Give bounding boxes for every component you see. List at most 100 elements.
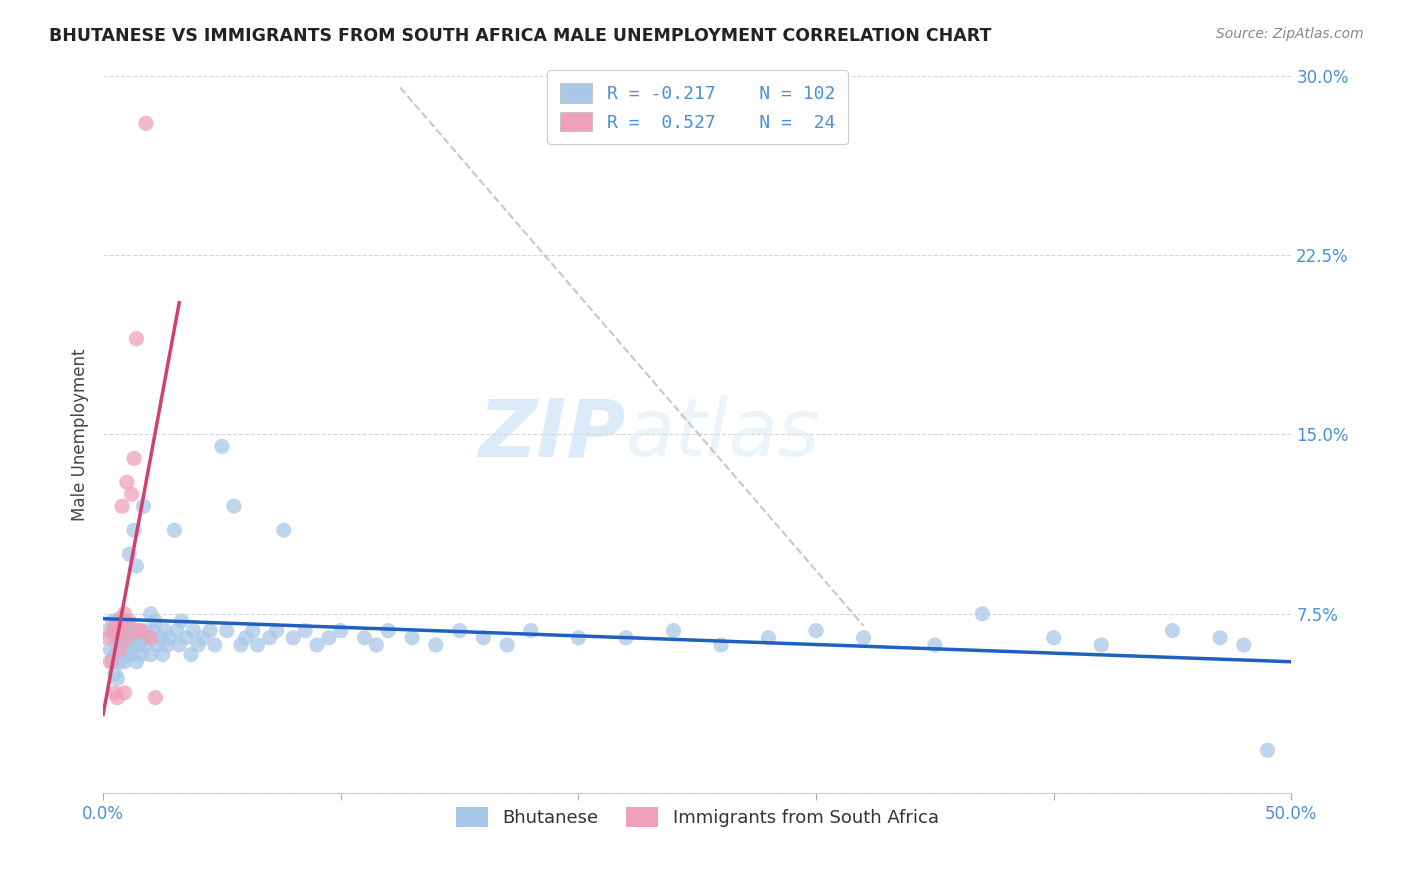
- Point: [105, 624, 128, 638]
- Point: [104, 619, 127, 633]
- Point: [104, 686, 127, 700]
- Point: [104, 648, 127, 662]
- Point: [111, 648, 134, 662]
- Point: [449, 624, 471, 638]
- Point: [614, 631, 637, 645]
- Point: [229, 638, 252, 652]
- Point: [98, 655, 121, 669]
- Point: [183, 624, 205, 638]
- Point: [852, 631, 875, 645]
- Point: [246, 638, 269, 652]
- Point: [142, 624, 165, 638]
- Point: [105, 619, 128, 633]
- Point: [125, 332, 148, 346]
- Point: [972, 607, 994, 621]
- Point: [401, 631, 423, 645]
- Point: [108, 612, 131, 626]
- Point: [283, 631, 305, 645]
- Point: [152, 648, 174, 662]
- Point: [129, 624, 152, 638]
- Point: [115, 648, 138, 662]
- Point: [520, 624, 543, 638]
- Point: [132, 500, 155, 514]
- Point: [273, 523, 295, 537]
- Point: [924, 638, 946, 652]
- Point: [1209, 631, 1232, 645]
- Point: [135, 116, 157, 130]
- Point: [804, 624, 827, 638]
- Point: [170, 614, 193, 628]
- Point: [191, 631, 214, 645]
- Point: [1042, 631, 1064, 645]
- Point: [294, 624, 316, 638]
- Point: [101, 655, 124, 669]
- Point: [1090, 638, 1112, 652]
- Legend: Bhutanese, Immigrants from South Africa: Bhutanese, Immigrants from South Africa: [449, 800, 946, 835]
- Point: [108, 624, 131, 638]
- Point: [377, 624, 399, 638]
- Point: [125, 655, 148, 669]
- Point: [108, 614, 131, 628]
- Point: [662, 624, 685, 638]
- Point: [710, 638, 733, 652]
- Point: [118, 614, 141, 628]
- Point: [1233, 638, 1256, 652]
- Point: [135, 638, 157, 652]
- Point: [136, 631, 159, 645]
- Point: [187, 638, 209, 652]
- Point: [108, 655, 131, 669]
- Point: [115, 475, 138, 490]
- Point: [145, 690, 167, 705]
- Point: [122, 631, 145, 645]
- Y-axis label: Male Unemployment: Male Unemployment: [72, 348, 89, 521]
- Point: [153, 624, 176, 638]
- Point: [105, 690, 128, 705]
- Point: [122, 451, 145, 466]
- Point: [105, 672, 128, 686]
- Point: [318, 631, 340, 645]
- Point: [101, 614, 124, 628]
- Point: [108, 642, 131, 657]
- Point: [128, 624, 150, 638]
- Point: [115, 614, 138, 628]
- Point: [266, 624, 288, 638]
- Point: [1161, 624, 1184, 638]
- Point: [425, 638, 447, 652]
- Point: [215, 624, 238, 638]
- Point: [121, 648, 143, 662]
- Point: [98, 642, 121, 657]
- Text: Source: ZipAtlas.com: Source: ZipAtlas.com: [1216, 27, 1364, 41]
- Point: [139, 631, 162, 645]
- Point: [145, 614, 167, 628]
- Point: [139, 607, 162, 621]
- Point: [167, 638, 190, 652]
- Point: [156, 638, 179, 652]
- Point: [242, 624, 264, 638]
- Point: [115, 631, 138, 645]
- Point: [235, 631, 257, 645]
- Point: [472, 631, 495, 645]
- Point: [115, 619, 138, 633]
- Point: [329, 624, 352, 638]
- Point: [139, 648, 162, 662]
- Point: [108, 642, 131, 657]
- Text: atlas: atlas: [626, 395, 821, 474]
- Point: [115, 635, 138, 649]
- Point: [496, 638, 519, 652]
- Point: [305, 638, 328, 652]
- Point: [121, 638, 143, 652]
- Point: [114, 638, 136, 652]
- Point: [111, 624, 134, 638]
- Point: [97, 624, 120, 638]
- Point: [128, 624, 150, 638]
- Point: [104, 631, 127, 645]
- Point: [758, 631, 780, 645]
- Point: [114, 624, 136, 638]
- Point: [101, 624, 124, 638]
- Point: [122, 523, 145, 537]
- Point: [159, 631, 181, 645]
- Point: [1257, 743, 1279, 757]
- Point: [121, 624, 143, 638]
- Point: [146, 638, 169, 652]
- Point: [111, 631, 134, 645]
